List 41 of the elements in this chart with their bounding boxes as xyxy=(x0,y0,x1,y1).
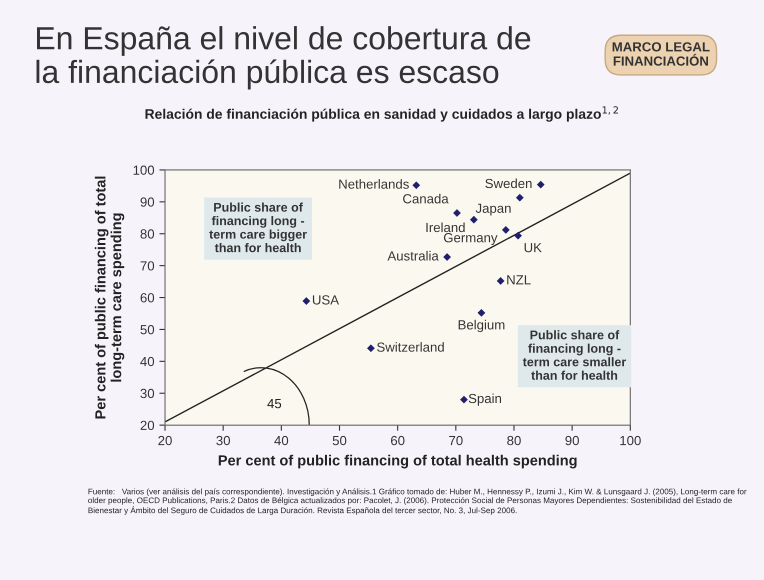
annotation: 45 xyxy=(267,399,282,408)
y-tick-label: 30 xyxy=(140,388,154,398)
x-tick-label: 30 xyxy=(216,436,230,446)
y-tick-label: 60 xyxy=(140,293,154,302)
annotation: Ireland xyxy=(426,222,465,232)
annotation: Public share of financing long - term care smaller than for health xyxy=(522,330,626,380)
annotation: Germany xyxy=(444,233,498,245)
source-note: Fuente: Varios (ver análisis del país correspondiente). Investigación y Análisis.1 Gráfico tomado de: Huber M., Hennessy P., Izumi J., Kim W. & Lunsgaard J. (2005), Long-term care for older people, OECD Publications, Paris.2 Datos de Bélgica actualizados por: Pacolet, J. (2006). Protección Social de Personas Mayores Dependientes: Sostenibilidad del Estado de Bienestar y Ámbito del Seguro de Cuidados de Larga Duración. Revista Española del tercer sector, No. 3, Jul-Sep 2006. xyxy=(88,488,747,515)
annotation: Canada xyxy=(403,194,449,204)
chart-title: En España el nivel de cobertura de la financiación pública es escaso xyxy=(36,26,530,90)
annotation: UK xyxy=(524,243,542,252)
y-tick-label: 70 xyxy=(140,261,154,271)
y-tick-label: 80 xyxy=(140,229,154,239)
x-tick-label: 70 xyxy=(449,436,463,446)
annotation: Australia xyxy=(387,250,439,261)
y-tick-label: 90 xyxy=(140,197,154,207)
y-axis-title: Per cent of public financing of total long-term care spending xyxy=(94,176,124,418)
annotation: Spain xyxy=(468,393,502,406)
x-tick-label: 50 xyxy=(332,436,346,446)
x-tick-label: 90 xyxy=(565,436,579,446)
annotation: Belgium xyxy=(458,320,504,332)
y-tick-label: 50 xyxy=(140,325,154,334)
y-tick-label: 100 xyxy=(134,166,154,175)
x-tick-label: 40 xyxy=(274,436,288,446)
annotation: Netherlands xyxy=(339,179,409,189)
x-tick-label: 100 xyxy=(620,436,641,446)
annotation: Sweden xyxy=(485,178,532,188)
text: MARCO LEGAL FINANCIACIÓN xyxy=(612,42,710,66)
annotation: NZL xyxy=(507,275,531,284)
x-tick-label: 20 xyxy=(158,436,172,446)
annotation: USA xyxy=(312,295,340,305)
x-axis-title: Per cent of public financing of total health spending xyxy=(218,454,577,468)
x-tick-label: 60 xyxy=(390,436,404,446)
chart-subtitle: Relación de financiación pública en sanidad y cuidados a largo plazo$^{1,2}$ xyxy=(146,106,618,122)
y-tick-label: 20 xyxy=(140,420,154,430)
y-tick-label: 40 xyxy=(140,356,154,366)
annotation: Switzerland xyxy=(377,342,444,352)
point xyxy=(453,209,461,217)
x-tick-label: 80 xyxy=(507,436,521,446)
annotation: Japan xyxy=(476,204,511,216)
annotation: Public share of financing long - term care bigger than for health xyxy=(209,202,307,252)
